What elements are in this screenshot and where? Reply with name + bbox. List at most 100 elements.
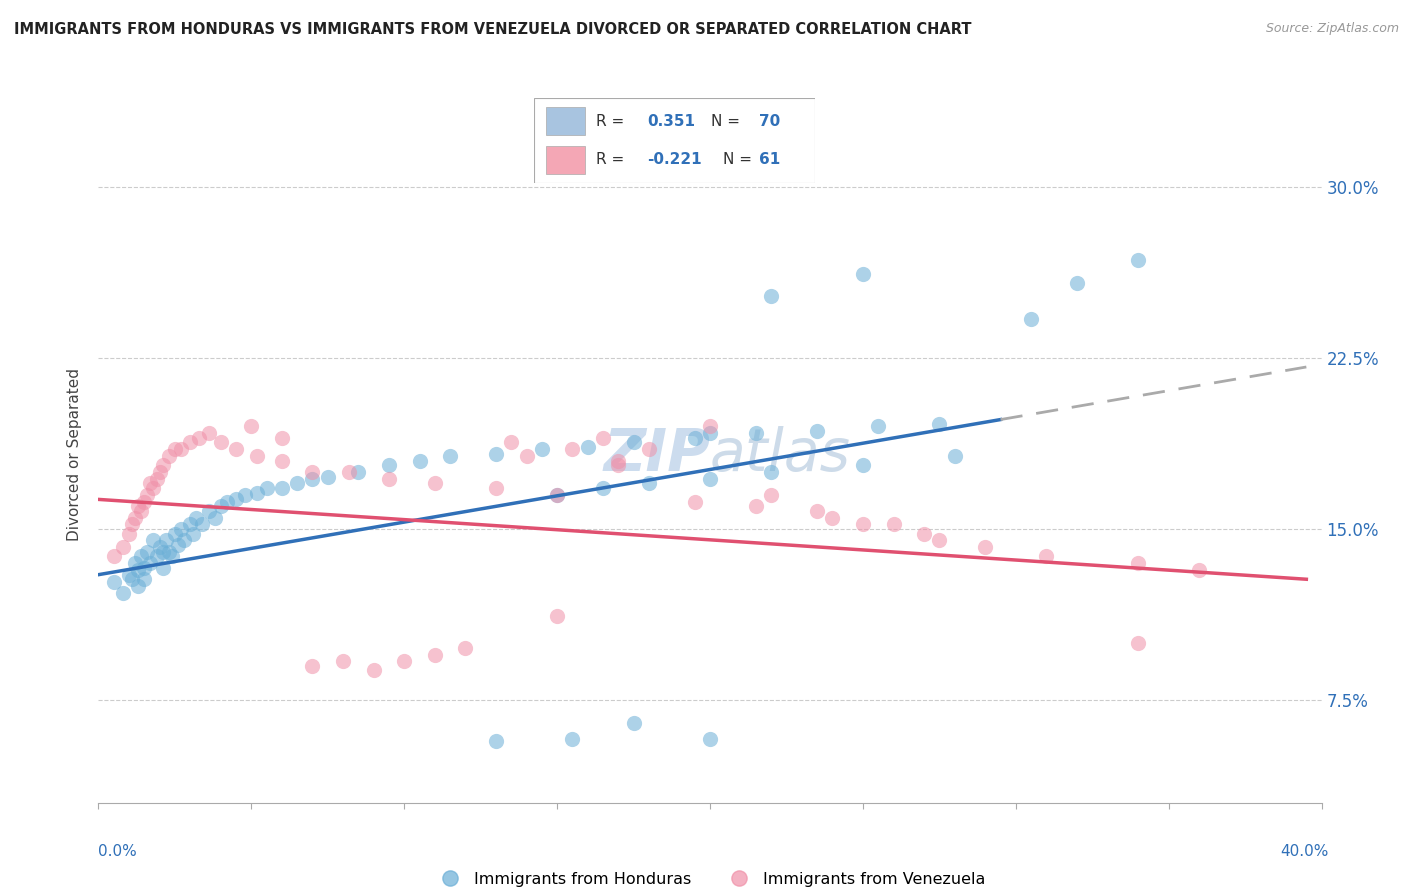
Point xyxy=(152,458,174,473)
Point xyxy=(607,458,630,473)
Point xyxy=(160,549,183,564)
Point xyxy=(111,541,134,555)
Point xyxy=(974,541,997,555)
Point xyxy=(546,488,568,502)
Point xyxy=(157,449,180,463)
Text: 0.0%: 0.0% xyxy=(98,845,138,859)
Point xyxy=(623,435,645,450)
Point xyxy=(152,561,174,575)
Point xyxy=(163,526,186,541)
Point xyxy=(127,579,149,593)
Point xyxy=(215,494,238,508)
Point xyxy=(759,465,782,479)
Bar xyxy=(546,145,585,174)
Point xyxy=(806,504,828,518)
Text: N =: N = xyxy=(711,114,741,129)
Point xyxy=(699,731,721,746)
Point xyxy=(173,533,195,548)
Point xyxy=(485,734,508,748)
Point xyxy=(134,494,156,508)
Point xyxy=(699,472,721,486)
Point xyxy=(485,447,508,461)
Point xyxy=(121,517,143,532)
Point xyxy=(852,517,875,532)
Point xyxy=(197,426,219,441)
Point xyxy=(301,659,323,673)
Point xyxy=(118,526,141,541)
Point xyxy=(501,435,523,450)
Legend: Immigrants from Honduras, Immigrants from Venezuela: Immigrants from Honduras, Immigrants fro… xyxy=(427,865,993,892)
Point xyxy=(209,435,232,450)
Point xyxy=(485,481,508,495)
Point xyxy=(129,504,152,518)
Point xyxy=(546,608,568,623)
Point xyxy=(127,563,149,577)
Point xyxy=(439,449,461,463)
Point xyxy=(170,442,193,457)
Point xyxy=(821,510,844,524)
Point xyxy=(699,419,721,434)
Point xyxy=(186,510,208,524)
Point xyxy=(592,431,614,445)
Point xyxy=(270,481,292,495)
Point xyxy=(683,494,706,508)
Point xyxy=(124,556,146,570)
Text: 61: 61 xyxy=(759,152,780,167)
Point xyxy=(204,510,226,524)
Point xyxy=(127,500,149,514)
Point xyxy=(592,481,614,495)
Point xyxy=(145,472,167,486)
Point xyxy=(188,431,211,445)
Point xyxy=(134,561,156,575)
Point xyxy=(699,426,721,441)
Point xyxy=(576,440,599,454)
Point xyxy=(852,458,875,473)
Point xyxy=(285,476,308,491)
Text: Source: ZipAtlas.com: Source: ZipAtlas.com xyxy=(1265,22,1399,36)
Point xyxy=(118,567,141,582)
Point xyxy=(912,526,935,541)
Text: -0.221: -0.221 xyxy=(647,152,702,167)
Point xyxy=(179,517,201,532)
Point xyxy=(408,453,430,467)
Point xyxy=(121,572,143,586)
Point xyxy=(142,533,165,548)
Text: IMMIGRANTS FROM HONDURAS VS IMMIGRANTS FROM VENEZUELA DIVORCED OR SEPARATED CORR: IMMIGRANTS FROM HONDURAS VS IMMIGRANTS F… xyxy=(14,22,972,37)
Point xyxy=(103,574,125,589)
Point xyxy=(301,472,323,486)
Point xyxy=(423,476,446,491)
Point xyxy=(149,541,172,555)
Point xyxy=(225,442,247,457)
Y-axis label: Divorced or Separated: Divorced or Separated xyxy=(67,368,83,541)
Point xyxy=(392,654,416,668)
Point xyxy=(378,458,401,473)
Point xyxy=(170,522,193,536)
Point xyxy=(270,431,292,445)
Point xyxy=(149,465,172,479)
Point xyxy=(883,517,905,532)
Point xyxy=(378,472,401,486)
Point xyxy=(316,469,339,483)
Point xyxy=(806,424,828,438)
Point xyxy=(139,476,162,491)
Point xyxy=(225,492,247,507)
Point xyxy=(1188,563,1211,577)
Text: R =: R = xyxy=(596,152,630,167)
Point xyxy=(759,488,782,502)
Point xyxy=(191,517,214,532)
Point xyxy=(683,431,706,445)
Point xyxy=(301,465,323,479)
Point xyxy=(561,731,583,746)
Point xyxy=(246,449,269,463)
Point xyxy=(363,664,385,678)
Point xyxy=(136,488,159,502)
Point xyxy=(1128,636,1150,650)
Point xyxy=(233,488,256,502)
Text: 70: 70 xyxy=(759,114,780,129)
Point xyxy=(111,586,134,600)
Text: atlas: atlas xyxy=(710,426,851,483)
Point xyxy=(163,442,186,457)
Point xyxy=(181,526,204,541)
Point xyxy=(637,442,661,457)
Point xyxy=(1035,549,1057,564)
